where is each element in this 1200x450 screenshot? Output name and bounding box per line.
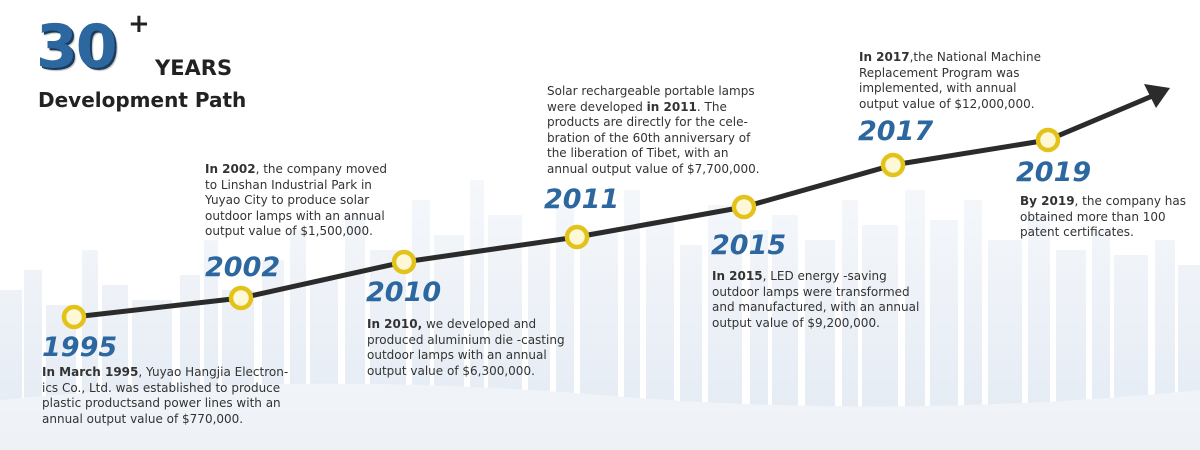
milestone-lead-2002: In 2002 [205, 162, 256, 176]
timeline-node-2010 [391, 249, 417, 275]
hero-number: 30 [36, 12, 117, 82]
year-label-1995: 1995 [42, 332, 118, 363]
milestone-text-2002: , the company moved to Linshan Industria… [205, 162, 387, 238]
page-title: Development Path [38, 88, 247, 112]
timeline-node-1995 [61, 304, 87, 330]
timeline-node-2017 [880, 152, 906, 178]
milestone-lead-2017: In 2017 [859, 50, 910, 64]
milestone-description-2002: In 2002, the company moved to Linshan In… [205, 162, 390, 240]
timeline-line [71, 94, 1153, 320]
milestone-text-2011: Solar rechargeable portable lamps were d… [547, 84, 760, 176]
milestone-description-2017: In 2017,the National Machine Replacement… [859, 50, 1049, 112]
milestone-description-2011: Solar rechargeable portable lamps were d… [547, 84, 762, 177]
milestone-lead-2015: In 2015 [712, 269, 763, 283]
milestone-lead-2019: By 2019 [1020, 194, 1075, 208]
milestone-text-2019: , the company has obtained more than 100… [1020, 194, 1187, 239]
milestone-description-2015: In 2015, LED energy -saving outdoor lamp… [712, 269, 922, 331]
milestone-text-2017: ,the National Machine Replacement Progra… [859, 50, 1041, 111]
milestone-description-2010: In 2010, we developed and produced alumi… [367, 317, 577, 379]
timeline-node-2002 [228, 285, 254, 311]
timeline-node-2015 [731, 194, 757, 220]
timeline-node-2011 [564, 224, 590, 250]
year-label-2011: 2011 [544, 184, 620, 215]
milestone-lead-1995: In March 1995 [42, 365, 139, 379]
timeline-arrowhead [1144, 84, 1170, 108]
milestone-description-1995: In March 1995, Yuyao Hangjia Electron- i… [42, 365, 292, 427]
year-label-2019: 2019 [1016, 157, 1092, 188]
milestone-lead-2010: In 2010, [367, 317, 423, 331]
year-label-2015: 2015 [711, 230, 787, 261]
year-label-2010: 2010 [366, 277, 442, 308]
milestone-description-2019: By 2019, the company has obtained more t… [1020, 194, 1190, 241]
hero-plus-sign: + [128, 9, 150, 39]
milestone-text-2015: , LED energy -saving outdoor lamps were … [712, 269, 920, 330]
year-label-2002: 2002 [205, 252, 281, 283]
milestone-text-1995: , Yuyao Hangjia Electron- ics Co., Ltd. … [42, 365, 289, 426]
hero-years-label: YEARS [155, 56, 233, 80]
year-label-2017: 2017 [858, 116, 934, 147]
timeline-node-2019 [1035, 127, 1061, 153]
milestone-text-2010: we developed and produced aluminium die … [367, 317, 565, 378]
